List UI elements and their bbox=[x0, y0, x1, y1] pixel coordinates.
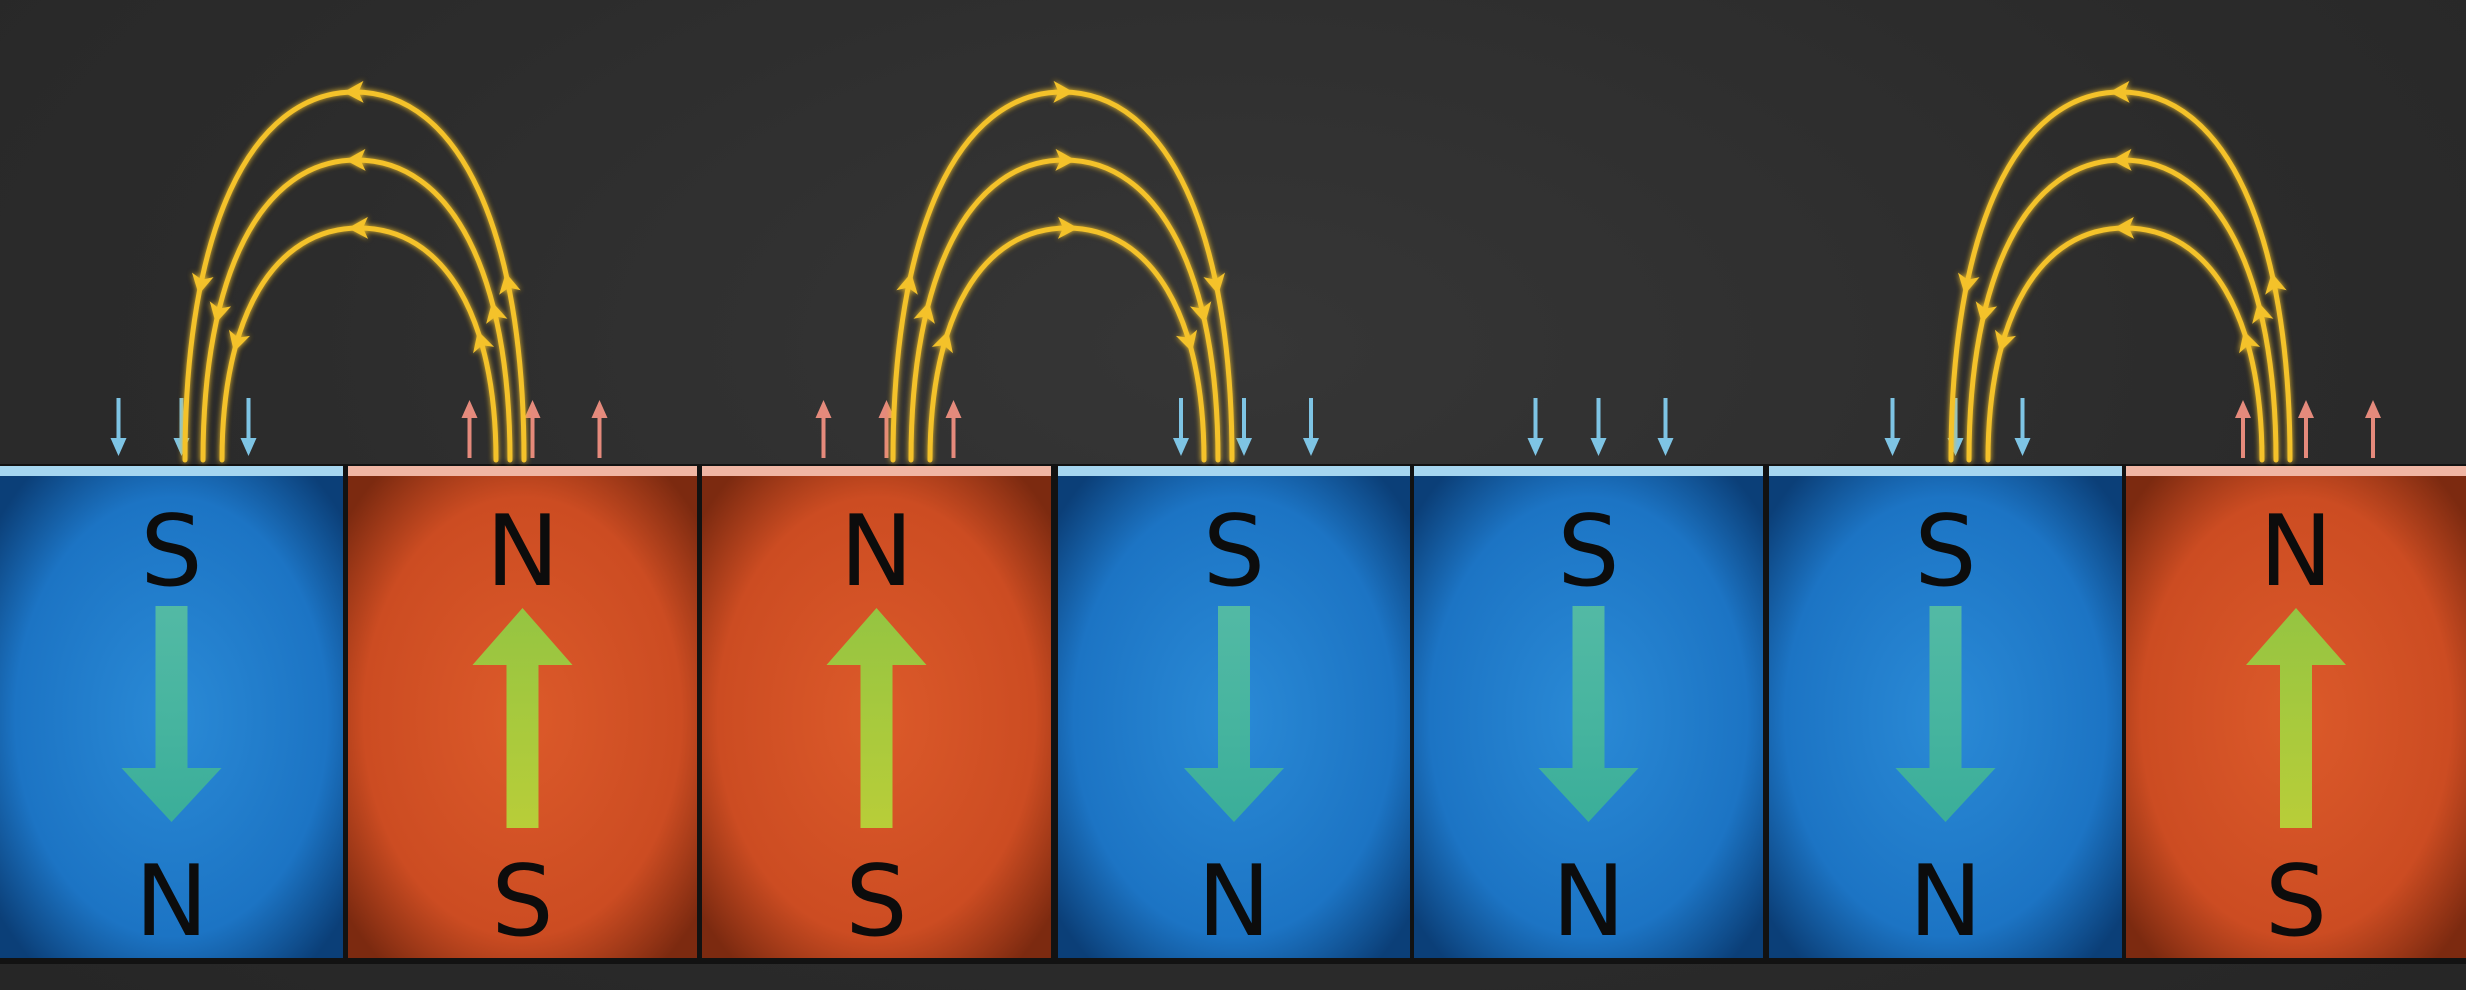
field-direction-arrow bbox=[499, 272, 521, 295]
top-pole-label: N bbox=[486, 495, 559, 609]
magnet-7: NS bbox=[2122, 464, 2466, 964]
magnetization-arrow-down bbox=[1538, 606, 1639, 822]
magnet-top-face bbox=[1058, 466, 1410, 476]
field-direction-arrow bbox=[348, 216, 369, 239]
magnet-top-face bbox=[348, 466, 697, 476]
field-direction-arrow bbox=[896, 272, 918, 295]
inward-field-arrow bbox=[1236, 398, 1252, 456]
field-direction-arrow bbox=[2109, 80, 2130, 103]
top-pole-label: S bbox=[1203, 495, 1265, 609]
field-direction-arrow bbox=[1175, 329, 1198, 353]
field-line bbox=[1948, 89, 2293, 463]
magnet-top-face bbox=[702, 466, 1051, 476]
outward-field-arrow bbox=[2365, 400, 2381, 458]
outward-field-arrow bbox=[945, 400, 962, 458]
field-direction-arrow bbox=[2114, 216, 2135, 239]
outward-field-arrow bbox=[2235, 400, 2251, 458]
magnet-top-face bbox=[1769, 466, 2122, 476]
magnetization-arrow-down bbox=[1184, 606, 1284, 822]
field-loop-1 bbox=[182, 80, 527, 463]
field-line bbox=[182, 89, 527, 463]
top-pole-label: S bbox=[1557, 495, 1619, 609]
outward-field-arrow bbox=[815, 400, 832, 458]
bottom-pole-label: S bbox=[2265, 845, 2327, 959]
top-pole-label: N bbox=[2259, 495, 2332, 609]
field-direction-arrow bbox=[2265, 272, 2287, 295]
magnet-5: SN bbox=[1410, 464, 1767, 964]
magnet-2: NS bbox=[344, 464, 701, 964]
magnet-top-face bbox=[0, 466, 343, 476]
top-pole-label: S bbox=[140, 495, 202, 609]
inward-field-arrow bbox=[110, 398, 127, 456]
field-direction-arrow bbox=[1957, 272, 1980, 295]
outward-field-arrow bbox=[878, 400, 895, 458]
bottom-pole-label: N bbox=[1909, 845, 1982, 959]
bottom-pole-label: N bbox=[1197, 845, 1270, 959]
bottom-pole-label: N bbox=[135, 845, 208, 959]
field-loop-3 bbox=[1948, 80, 2293, 463]
magnet-4: SN bbox=[1054, 464, 1414, 964]
inward-field-arrow bbox=[1884, 398, 1901, 456]
field-direction-arrow bbox=[191, 272, 214, 295]
field-line bbox=[1985, 225, 2265, 463]
bottom-pole-label: S bbox=[491, 845, 553, 959]
field-direction-arrow bbox=[913, 301, 935, 324]
magnet-6: SN bbox=[1765, 464, 2126, 964]
magnet-top-face bbox=[1414, 466, 1763, 476]
field-direction-arrow bbox=[228, 329, 251, 353]
inward-field-arrow bbox=[240, 398, 257, 456]
inward-field-arrow bbox=[1527, 398, 1544, 456]
field-direction-arrow bbox=[1189, 301, 1212, 324]
field-direction-arrow bbox=[1057, 216, 1078, 239]
magnetization-arrow-up bbox=[826, 608, 927, 828]
bottom-pole-label: S bbox=[845, 845, 907, 959]
field-direction-arrow bbox=[1203, 272, 1226, 295]
field-direction-arrow bbox=[2239, 330, 2261, 354]
field-direction-arrow bbox=[343, 80, 364, 103]
field-direction-arrow bbox=[2252, 301, 2274, 324]
magnet-3: NS bbox=[698, 464, 1055, 964]
bottom-pole-label: N bbox=[1552, 845, 1625, 959]
surface-field-arrows bbox=[110, 398, 2381, 458]
inward-field-arrow bbox=[1303, 398, 1319, 456]
magnetization-arrow-up bbox=[2246, 608, 2346, 828]
field-direction-arrow bbox=[1053, 80, 1074, 103]
field-line bbox=[927, 225, 1207, 463]
outward-field-arrow bbox=[591, 400, 608, 458]
field-direction-arrow bbox=[1994, 329, 2017, 353]
outward-field-arrow bbox=[461, 400, 478, 458]
magnet-top-face bbox=[2126, 466, 2466, 476]
field-direction-arrow bbox=[2111, 148, 2132, 171]
field-direction-arrow bbox=[345, 148, 366, 171]
inward-field-arrow bbox=[1657, 398, 1674, 456]
field-direction-arrow bbox=[486, 301, 508, 324]
magnetization-arrow-down bbox=[121, 606, 222, 822]
inward-field-arrow bbox=[1590, 398, 1607, 456]
field-direction-arrow bbox=[209, 301, 232, 324]
field-direction-arrow bbox=[931, 330, 953, 354]
magnetization-arrow-up bbox=[472, 608, 573, 828]
magnetization-arrow-down bbox=[1895, 606, 1996, 822]
field-loop-2 bbox=[890, 80, 1235, 463]
inward-field-arrow bbox=[2014, 398, 2031, 456]
magnet-1: SN bbox=[0, 464, 347, 964]
outward-field-arrow bbox=[524, 400, 541, 458]
top-pole-label: N bbox=[840, 495, 913, 609]
field-direction-arrow bbox=[473, 330, 495, 354]
field-direction-arrow bbox=[1055, 148, 1076, 171]
field-line bbox=[219, 225, 499, 463]
field-loops bbox=[182, 80, 2293, 463]
outward-field-arrow bbox=[2298, 400, 2314, 458]
inward-field-arrow bbox=[1173, 398, 1189, 456]
top-pole-label: S bbox=[1914, 495, 1976, 609]
field-direction-arrow bbox=[1975, 301, 1998, 324]
